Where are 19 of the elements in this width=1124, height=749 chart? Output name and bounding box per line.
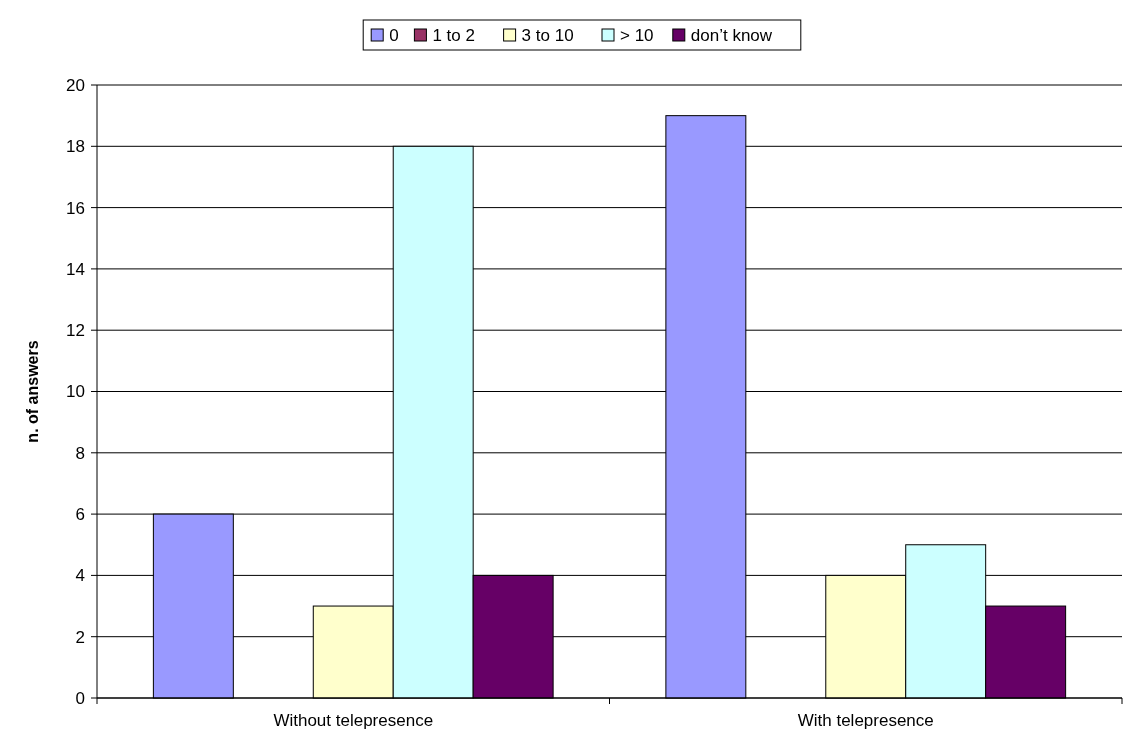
y-tick-label: 2 <box>75 627 85 647</box>
legend-label: > 10 <box>620 25 654 45</box>
y-tick-label: 10 <box>66 382 85 402</box>
y-tick-label: 0 <box>75 688 85 708</box>
y-tick-label: 18 <box>66 137 85 157</box>
legend-label: 3 to 10 <box>521 25 574 45</box>
y-tick-label: 6 <box>75 505 85 525</box>
y-tick-label: 16 <box>66 198 85 218</box>
y-tick-label: 14 <box>66 259 85 279</box>
y-axis-title: n. of answers <box>24 340 41 443</box>
legend-label: 1 to 2 <box>432 25 475 45</box>
x-tick-label: With telepresence <box>797 711 934 730</box>
y-tick-label: 12 <box>66 321 85 341</box>
y-tick-label: 4 <box>75 566 85 586</box>
legend-label: don’t know <box>690 25 773 45</box>
x-tick-label: Without telepresence <box>273 711 434 730</box>
y-tick-label: 8 <box>75 443 85 463</box>
legend-label: 0 <box>389 25 399 45</box>
y-tick-label: 20 <box>66 75 85 95</box>
